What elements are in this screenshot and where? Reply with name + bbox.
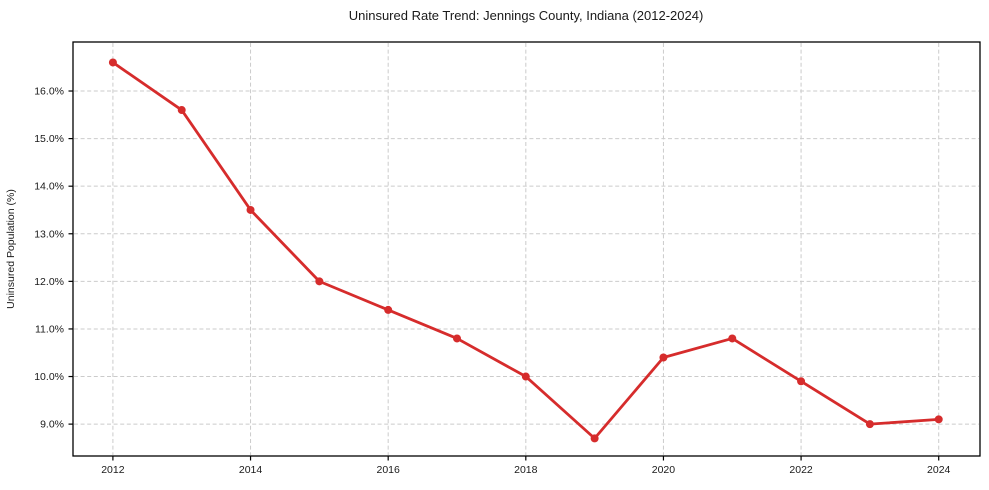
- x-tick-label: 2022: [789, 464, 813, 476]
- data-point-2021: [728, 334, 737, 343]
- y-tick-label: 14.0%: [34, 181, 64, 193]
- y-tick-label: 11.0%: [35, 323, 64, 335]
- y-axis-label: Uninsured Population (%): [5, 189, 17, 309]
- y-tick-label: 15.0%: [34, 133, 64, 145]
- data-point-2023: [865, 420, 874, 429]
- data-point-2015: [315, 277, 324, 286]
- data-point-2024: [934, 415, 943, 424]
- y-tick-label: 16.0%: [34, 86, 64, 98]
- data-point-2019: [590, 434, 599, 443]
- data-point-2013: [177, 106, 186, 115]
- y-tick-label: 12.0%: [34, 276, 64, 288]
- data-point-2014: [246, 205, 255, 214]
- x-tick-label: 2016: [376, 464, 400, 476]
- y-tick-label: 9.0%: [40, 419, 64, 431]
- data-point-2016: [384, 305, 393, 314]
- data-point-2022: [797, 377, 806, 386]
- x-tick-label: 2014: [239, 464, 263, 476]
- x-tick-label: 2018: [514, 464, 538, 476]
- y-tick-label: 13.0%: [34, 228, 64, 240]
- axes-frame: [72, 41, 981, 457]
- data-point-2017: [452, 334, 461, 343]
- y-tick-label: 10.0%: [34, 371, 64, 383]
- x-tick-label: 2024: [927, 464, 951, 476]
- data-point-2018: [521, 372, 530, 381]
- chart-title: Uninsured Rate Trend: Jennings County, I…: [349, 8, 704, 23]
- data-point-2012: [108, 58, 117, 67]
- data-point-2020: [659, 353, 668, 362]
- x-tick-label: 2020: [652, 464, 676, 476]
- x-tick-label: 2012: [101, 464, 125, 476]
